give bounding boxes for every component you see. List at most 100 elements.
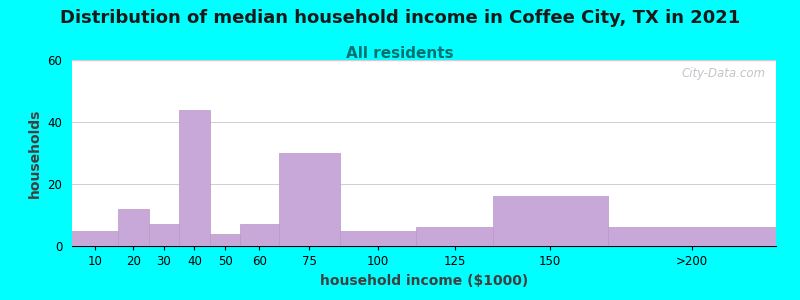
Bar	[72, 60, 776, 61]
Bar	[72, 61, 776, 62]
Bar	[72, 60, 776, 61]
Bar	[72, 61, 776, 62]
Bar	[72, 60, 776, 61]
Bar	[72, 61, 776, 62]
Bar	[72, 60, 776, 61]
Text: All residents: All residents	[346, 46, 454, 62]
Bar	[72, 60, 776, 61]
Bar	[608, 227, 776, 246]
Text: City-Data.com: City-Data.com	[682, 68, 766, 80]
Bar	[72, 60, 776, 61]
Bar	[72, 61, 776, 62]
Bar	[72, 61, 776, 62]
Bar	[278, 153, 340, 246]
Bar	[72, 60, 776, 61]
Bar	[72, 60, 776, 61]
Bar	[72, 61, 776, 62]
Bar	[72, 60, 776, 61]
Y-axis label: households: households	[28, 108, 42, 198]
Bar	[72, 60, 776, 61]
Bar	[72, 61, 776, 62]
Bar	[72, 60, 776, 61]
Bar	[72, 61, 776, 62]
Bar	[72, 61, 776, 62]
Bar	[72, 60, 776, 61]
Bar	[72, 60, 776, 61]
Bar	[72, 60, 776, 61]
Bar	[149, 224, 179, 246]
Bar	[72, 60, 776, 61]
Bar	[210, 234, 240, 246]
Bar	[72, 60, 776, 62]
Bar	[72, 61, 776, 62]
Bar	[72, 60, 776, 61]
Bar	[72, 60, 776, 61]
Bar	[72, 61, 776, 62]
Bar	[72, 60, 776, 61]
Bar	[72, 60, 776, 61]
Bar	[72, 60, 776, 61]
Bar	[72, 60, 776, 61]
Bar	[72, 60, 776, 61]
Bar	[72, 60, 776, 62]
Bar	[72, 60, 776, 61]
Bar	[72, 60, 776, 61]
Bar	[72, 61, 776, 62]
Bar	[72, 60, 776, 61]
Bar	[72, 61, 776, 62]
Bar	[240, 224, 278, 246]
Bar	[72, 61, 776, 62]
Bar	[72, 60, 776, 61]
Bar	[72, 60, 776, 62]
Bar	[72, 60, 776, 61]
Bar	[72, 60, 776, 61]
X-axis label: household income ($1000): household income ($1000)	[320, 274, 528, 288]
Bar	[72, 61, 776, 62]
Bar	[72, 60, 776, 61]
Bar	[72, 61, 776, 62]
Bar	[72, 60, 776, 61]
Bar	[72, 60, 776, 61]
Bar	[72, 60, 776, 61]
Bar	[72, 61, 776, 62]
Bar	[72, 61, 776, 62]
Bar	[72, 60, 776, 61]
Bar	[72, 60, 776, 61]
Bar	[72, 61, 776, 62]
Bar	[72, 60, 776, 61]
Bar	[72, 60, 776, 61]
Bar	[340, 230, 416, 246]
Bar	[72, 61, 776, 62]
Bar	[72, 60, 776, 62]
Bar	[72, 60, 776, 61]
Bar	[72, 60, 776, 61]
Bar	[72, 60, 776, 61]
Bar	[72, 230, 118, 246]
Bar	[72, 60, 776, 61]
Bar	[72, 61, 776, 62]
Bar	[72, 61, 776, 62]
Bar	[72, 60, 776, 61]
Bar	[72, 60, 776, 62]
Bar	[72, 60, 776, 61]
Bar	[72, 60, 776, 61]
Bar	[72, 60, 776, 61]
Bar	[72, 61, 776, 62]
Bar	[72, 61, 776, 62]
Bar	[72, 60, 776, 61]
Bar	[72, 61, 776, 62]
Bar	[118, 209, 149, 246]
Bar	[72, 61, 776, 62]
Bar	[72, 60, 776, 61]
Bar	[72, 60, 776, 61]
Bar	[72, 61, 776, 62]
Bar	[72, 61, 776, 62]
Bar	[72, 60, 776, 61]
Bar	[72, 60, 776, 61]
Bar	[72, 60, 776, 61]
Bar	[72, 60, 776, 61]
Bar	[72, 60, 776, 61]
Bar	[72, 60, 776, 61]
Bar	[72, 60, 776, 61]
Bar	[72, 60, 776, 61]
